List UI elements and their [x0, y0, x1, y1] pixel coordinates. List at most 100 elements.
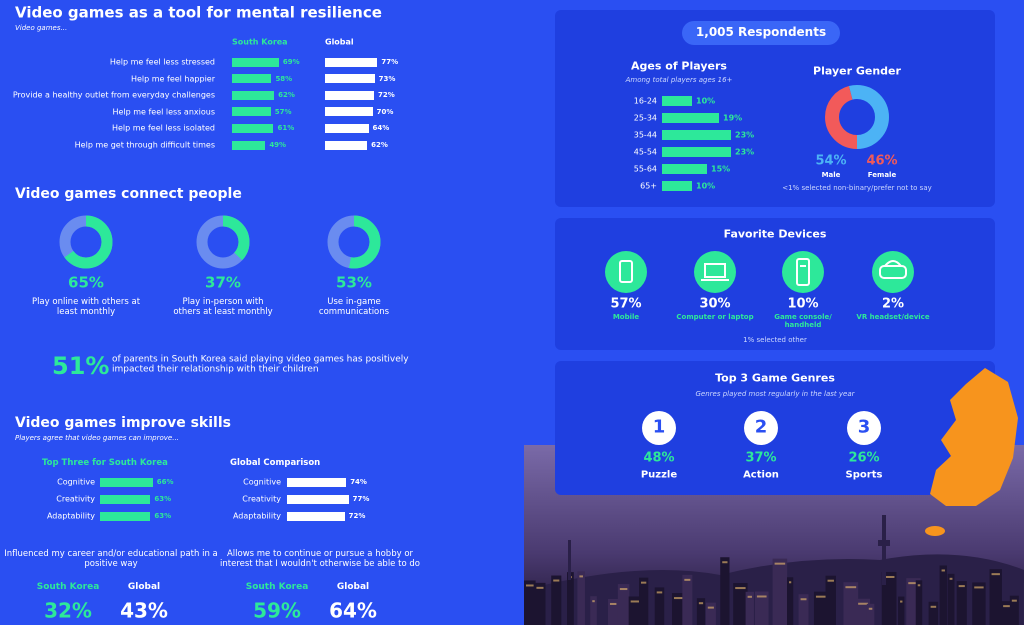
bar — [325, 57, 378, 67]
value-label: 58% — [275, 74, 293, 83]
bar — [662, 113, 719, 123]
row-label: Adaptability — [46, 511, 95, 521]
window-lights — [579, 575, 583, 578]
bar — [287, 494, 349, 504]
tower-top — [878, 540, 890, 546]
building — [939, 565, 947, 625]
bar — [232, 74, 272, 84]
stat-value: 43% — [120, 598, 168, 623]
panel-subtitle: Genres played most regularly in the last… — [695, 389, 855, 398]
building — [843, 582, 859, 625]
group-title: Global Comparison — [230, 458, 321, 469]
note: <1% selected non-binary/prefer not to sa… — [782, 183, 932, 192]
row-label: Creativity — [242, 494, 281, 504]
genre-value: 37% — [745, 450, 777, 466]
row-label: 25-34 — [633, 113, 657, 123]
building — [825, 575, 836, 625]
window-lights — [592, 600, 595, 603]
window-lights — [756, 595, 767, 598]
segment-name: Male — [821, 170, 841, 179]
device-value: 2% — [881, 296, 905, 312]
value-label: 23% — [735, 147, 755, 157]
building — [928, 601, 939, 625]
genre-badges — [642, 411, 881, 445]
section-title: Video games as a tool for mental resilie… — [15, 3, 382, 22]
segment-value: 54% — [815, 153, 847, 169]
building — [577, 571, 585, 625]
city-skyline — [524, 515, 1024, 625]
window-lights — [917, 584, 921, 587]
genre-value: 48% — [643, 450, 675, 466]
value-label: 62% — [371, 140, 388, 149]
window-lights — [908, 582, 919, 585]
device-icons — [605, 251, 914, 293]
window-lights — [1011, 599, 1017, 602]
value-label: 72% — [348, 511, 366, 520]
respondents-pill — [682, 21, 840, 45]
window-lights — [684, 578, 691, 581]
donut-segment — [825, 85, 889, 149]
section-subtitle: Video games... — [15, 23, 68, 32]
bar — [325, 74, 375, 84]
value-label: 63% — [154, 511, 172, 520]
segment-value: 46% — [866, 153, 898, 169]
building — [705, 602, 716, 625]
building — [915, 580, 923, 625]
window-lights — [788, 581, 792, 584]
section-subtitle: Players agree that video games can impro… — [15, 433, 179, 442]
stat-value: 32% — [44, 598, 92, 623]
building — [745, 591, 754, 625]
donut-arc — [59, 215, 113, 269]
device-name: Game console/ handheld — [774, 313, 832, 330]
row-label: Provide a healthy outlet from everyday c… — [12, 90, 215, 100]
stat-caption: Influenced my career and/or educational … — [4, 549, 218, 569]
value-label: 63% — [154, 494, 172, 503]
building — [856, 598, 871, 625]
value-label: 10% — [696, 96, 716, 106]
building — [798, 594, 809, 625]
row-label: Help me feel less stressed — [109, 57, 215, 67]
row-label: Help me feel happier — [130, 74, 215, 83]
bar — [232, 140, 266, 150]
device-name: Computer or laptop — [676, 313, 754, 321]
donut-value: 37% — [205, 273, 241, 292]
window-lights — [845, 586, 857, 589]
value-label: 57% — [274, 107, 292, 116]
window-lights — [735, 587, 746, 590]
window-lights — [958, 585, 965, 588]
donut-caption: Play online with others at least monthly — [31, 297, 141, 317]
stat-label: South Korea — [245, 581, 309, 592]
building — [989, 569, 1002, 625]
value-label: 77% — [352, 494, 370, 503]
device-value: 30% — [699, 296, 731, 312]
building — [638, 577, 649, 625]
window-lights — [1003, 605, 1014, 608]
building — [590, 596, 597, 625]
bar — [325, 107, 373, 117]
rank: 3 — [857, 416, 871, 438]
window-lights — [815, 595, 828, 598]
korea-map — [930, 368, 1018, 506]
rank: 1 — [652, 416, 666, 438]
building — [524, 580, 536, 625]
bar — [232, 107, 271, 117]
bar — [100, 477, 153, 487]
window-lights — [619, 588, 628, 591]
device-name: Mobile — [612, 313, 640, 321]
building — [1009, 595, 1019, 625]
value-label: 61% — [277, 124, 295, 133]
building — [654, 587, 665, 625]
window-lights — [974, 586, 984, 589]
value-label: 74% — [350, 477, 367, 486]
window-lights — [640, 581, 647, 584]
big-stat: 51% — [52, 352, 110, 381]
bar — [287, 511, 345, 521]
rank: 2 — [754, 416, 768, 438]
row-label: 35-44 — [633, 130, 657, 140]
bar — [325, 123, 369, 133]
building — [881, 571, 897, 625]
genre-value: 26% — [848, 450, 880, 466]
device-value: 10% — [787, 296, 819, 312]
bar — [232, 123, 274, 133]
